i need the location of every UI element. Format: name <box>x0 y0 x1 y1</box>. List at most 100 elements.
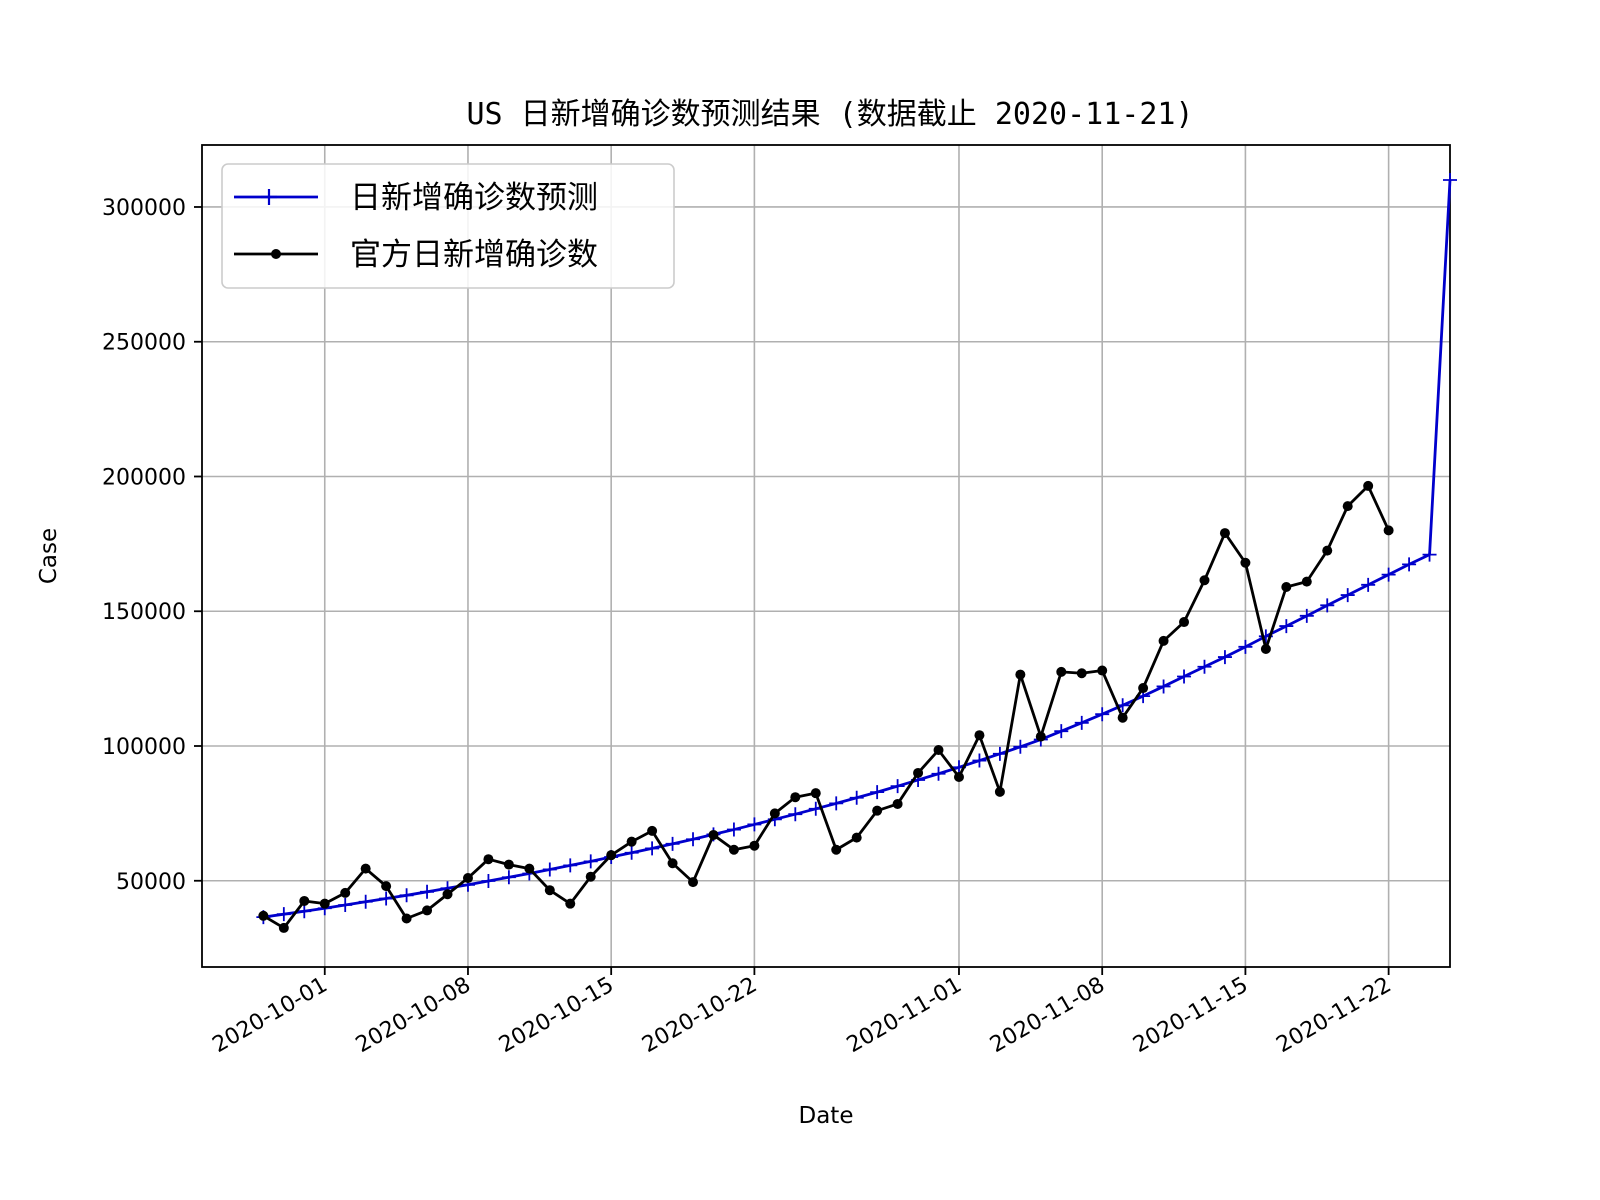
official-point <box>422 905 433 916</box>
official-point <box>381 881 392 892</box>
forecast-point <box>788 807 803 822</box>
legend: 日新增确诊数预测 官方日新增确诊数 <box>221 163 675 289</box>
official-point <box>1240 557 1251 568</box>
forecast-point <box>992 746 1007 761</box>
official-point <box>1035 731 1046 742</box>
official-point <box>892 798 903 809</box>
forecast-point <box>1156 679 1171 694</box>
forecast-point <box>1217 650 1232 665</box>
forecast-point <box>1197 659 1212 674</box>
legend-marker-plus <box>261 189 277 205</box>
official-point <box>1383 525 1394 536</box>
forecast-point <box>1054 724 1069 739</box>
series-lines <box>256 173 1457 933</box>
forecast-point <box>583 854 598 869</box>
official-point <box>1342 501 1353 512</box>
official-point <box>524 863 535 874</box>
official-point <box>544 885 555 896</box>
forecast-point <box>358 894 373 909</box>
official-point <box>831 844 842 855</box>
official-point <box>626 836 637 847</box>
official-point <box>1199 575 1210 586</box>
forecast-point <box>1443 173 1457 188</box>
forecast-point <box>849 790 864 805</box>
official-point <box>462 873 473 884</box>
forecast-point <box>563 858 578 873</box>
official-point <box>851 832 862 843</box>
official-point <box>299 895 310 906</box>
official-point <box>933 745 944 756</box>
official-point <box>319 898 330 909</box>
official-point <box>708 829 719 840</box>
forecast-point <box>1299 608 1314 623</box>
official-point <box>913 767 924 778</box>
official-point <box>442 889 453 900</box>
forecast-point <box>645 841 660 856</box>
official-point <box>1097 665 1108 676</box>
forecast-point <box>665 836 680 851</box>
official-point <box>1076 668 1087 679</box>
official-point <box>1322 545 1333 556</box>
forecast-point <box>542 862 557 877</box>
forecast-point <box>1177 669 1192 684</box>
official-point <box>728 844 739 855</box>
forecast-point <box>829 796 844 811</box>
forecast-point <box>1340 588 1355 603</box>
legend-label-forecast: 日新增确诊数预测 <box>350 180 598 216</box>
y-axis-label: Case <box>36 528 62 584</box>
official-point <box>1260 643 1271 654</box>
official-point <box>483 854 494 865</box>
forecast-point <box>276 907 291 922</box>
forecast-point <box>297 904 312 919</box>
official-point <box>258 910 269 921</box>
y-tick-label: 100000 <box>102 735 186 760</box>
official-point <box>810 788 821 799</box>
official-point <box>688 877 699 888</box>
official-point <box>401 913 412 924</box>
official-point <box>1117 712 1128 723</box>
official-point <box>974 730 985 741</box>
series-official <box>258 480 1394 933</box>
official-point <box>1219 528 1230 539</box>
forecast-point <box>1320 598 1335 613</box>
forecast-point <box>686 832 701 847</box>
forecast-point <box>1279 619 1294 634</box>
official-point <box>1179 617 1190 628</box>
official-point <box>1281 581 1292 592</box>
official-point <box>585 871 596 882</box>
forecast-point <box>931 766 946 781</box>
forecast-point <box>420 884 435 899</box>
legend-marker-dot <box>271 249 281 259</box>
official-point <box>340 887 351 898</box>
official-point <box>360 863 371 874</box>
series-forecast <box>256 173 1457 925</box>
official-point <box>565 898 576 909</box>
forecast-point <box>1402 557 1417 572</box>
forecast-point <box>870 785 885 800</box>
forecast-point <box>747 817 762 832</box>
forecast-point <box>972 753 987 768</box>
y-tick-label: 300000 <box>102 196 186 221</box>
y-tick-label: 250000 <box>102 331 186 356</box>
official-point <box>953 771 964 782</box>
y-tick-label: 150000 <box>102 600 186 625</box>
official-point <box>1138 683 1149 694</box>
y-tick-label: 200000 <box>102 465 186 490</box>
plot-area-frame <box>201 144 1451 968</box>
official-point <box>667 858 678 869</box>
forecast-point <box>1361 577 1376 592</box>
official-point <box>647 825 658 836</box>
official-point <box>1301 576 1312 587</box>
forecast-point <box>1381 567 1396 582</box>
forecast-point <box>481 874 496 889</box>
official-point <box>790 792 801 803</box>
forecast-point <box>1013 739 1028 754</box>
official-point <box>872 805 883 816</box>
legend-box <box>221 163 675 289</box>
forecast-point <box>1095 707 1110 722</box>
forecast-point <box>624 845 639 860</box>
forecast-point <box>501 870 516 885</box>
legend-label-official: 官方日新增确诊数 <box>350 237 598 273</box>
official-point <box>1015 669 1026 680</box>
